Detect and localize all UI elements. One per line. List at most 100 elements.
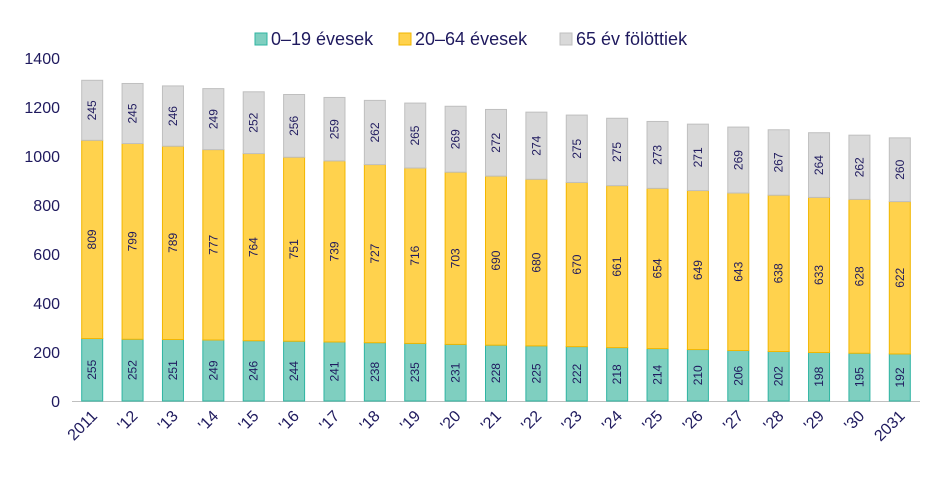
data-label: 238 <box>368 362 382 382</box>
bar-segment <box>283 94 306 158</box>
bar-segment <box>242 91 265 155</box>
legend-swatch <box>254 32 268 46</box>
x-tick-label: '20 <box>438 408 465 435</box>
data-label: 249 <box>206 360 220 380</box>
y-tick-label: 400 <box>33 296 60 313</box>
bar-segment <box>404 102 427 169</box>
bar-segment <box>444 105 467 173</box>
data-label: 670 <box>570 254 584 274</box>
bar-segment <box>565 114 588 183</box>
x-tick-label: '25 <box>640 408 667 435</box>
data-label: 249 <box>206 109 220 129</box>
data-label: 228 <box>489 363 503 383</box>
data-label: 274 <box>529 135 543 155</box>
data-label: 764 <box>247 237 261 257</box>
data-label: 649 <box>691 260 705 280</box>
data-label: 225 <box>529 363 543 383</box>
data-label: 751 <box>287 239 301 259</box>
data-label: 267 <box>772 152 786 172</box>
x-tick-label: '27 <box>720 408 747 435</box>
x-tick-label: '22 <box>518 408 545 435</box>
data-label: 777 <box>206 234 220 254</box>
data-label: 622 <box>893 267 907 287</box>
bar-segment <box>646 120 669 189</box>
x-tick-label: '17 <box>317 408 344 435</box>
legend-label: 20–64 évesek <box>415 29 528 49</box>
data-label: 218 <box>610 364 624 384</box>
legend-label: 65 év fölöttiek <box>576 29 688 49</box>
bar-segment <box>686 123 709 192</box>
bar-segment <box>525 111 548 180</box>
data-label: 210 <box>691 365 705 385</box>
y-tick-label: 0 <box>51 394 60 411</box>
x-tick-label: '23 <box>559 408 586 435</box>
bar-segment <box>848 134 871 200</box>
data-label: 654 <box>651 258 665 278</box>
bar-segment <box>161 85 184 147</box>
y-tick-label: 1200 <box>24 100 60 117</box>
data-label: 192 <box>893 367 907 387</box>
data-label: 739 <box>327 241 341 261</box>
data-label: 195 <box>852 367 866 387</box>
data-label: 241 <box>327 361 341 381</box>
data-label: 799 <box>126 231 140 251</box>
data-label: 633 <box>812 265 826 285</box>
data-label: 262 <box>368 122 382 142</box>
x-tick-label: '13 <box>155 408 182 435</box>
data-label: 643 <box>731 261 745 281</box>
data-label: 245 <box>85 100 99 120</box>
x-tick-label: '28 <box>761 408 788 435</box>
bar-segment <box>121 82 144 145</box>
bar-segment <box>727 126 750 194</box>
x-tick-label: '24 <box>599 408 626 435</box>
legend-label: 0–19 évesek <box>271 29 374 49</box>
data-label: 260 <box>893 159 907 179</box>
bar-segment <box>767 129 790 196</box>
data-label: 271 <box>691 147 705 167</box>
data-label: 661 <box>610 256 624 276</box>
data-label: 252 <box>247 112 261 132</box>
data-label: 703 <box>449 248 463 268</box>
data-label: 272 <box>489 132 503 152</box>
data-label: 275 <box>610 142 624 162</box>
y-tick-label: 1000 <box>24 149 60 166</box>
bar-segment <box>323 96 346 162</box>
x-tick-label: 2031 <box>871 408 908 445</box>
bar-segment <box>888 137 911 203</box>
data-label: 264 <box>812 155 826 175</box>
data-label: 690 <box>489 250 503 270</box>
x-tick-label: '15 <box>236 408 263 435</box>
x-tick-label: 2011 <box>65 408 101 444</box>
x-tick-label: '16 <box>276 408 303 435</box>
bar-segment <box>81 79 104 141</box>
data-label: 275 <box>570 138 584 158</box>
data-label: 256 <box>287 116 301 136</box>
data-label: 214 <box>651 364 665 384</box>
x-tick-label: '29 <box>801 408 828 435</box>
data-label: 680 <box>529 252 543 272</box>
legend-swatch <box>398 32 412 46</box>
data-label: 246 <box>247 361 261 381</box>
data-label: 235 <box>408 362 422 382</box>
y-tick-label: 800 <box>33 198 60 215</box>
data-label: 251 <box>166 360 180 380</box>
data-label: 245 <box>126 103 140 123</box>
data-label: 262 <box>852 157 866 177</box>
data-label: 269 <box>449 129 463 149</box>
data-label: 273 <box>651 145 665 165</box>
x-tick-label: '19 <box>397 408 424 435</box>
data-label: 809 <box>85 229 99 249</box>
data-label: 265 <box>408 125 422 145</box>
x-tick-label: '12 <box>115 408 142 435</box>
x-tick-label: '14 <box>195 408 222 435</box>
data-label: 222 <box>570 363 584 383</box>
bar-segment <box>606 117 629 187</box>
x-tick-label: '21 <box>478 408 505 435</box>
data-label: 255 <box>85 359 99 379</box>
data-label: 269 <box>731 150 745 170</box>
bar-segment <box>202 88 225 151</box>
bar-segment <box>363 99 386 166</box>
data-label: 206 <box>731 365 745 385</box>
